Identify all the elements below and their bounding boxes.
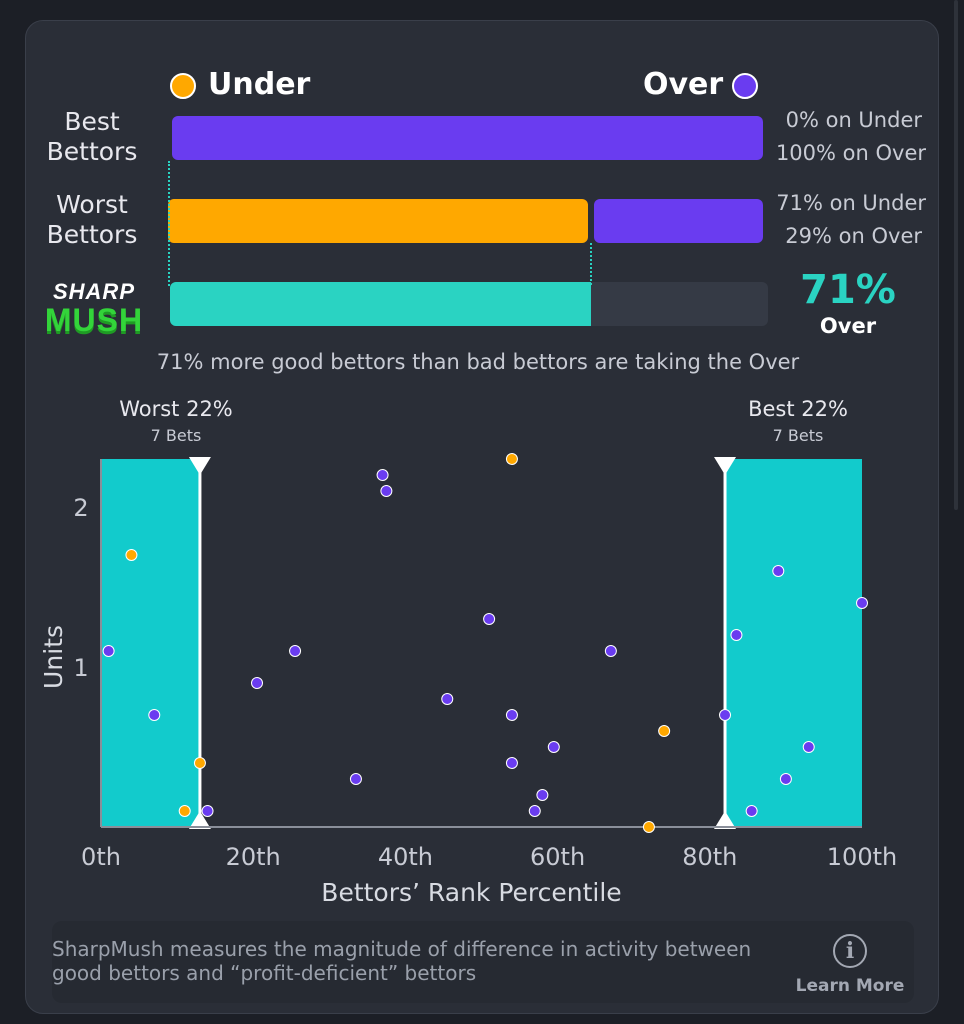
guide-line-right [590,243,592,285]
zones-layer [101,457,862,829]
sharpmush-logo: SHARP MUSH [34,279,154,338]
over-point [528,805,541,817]
guide-line-left [168,161,170,286]
y-tick-label: 1 [73,654,88,682]
sharpmush-percent: 71% [800,267,896,313]
over-point [547,741,560,753]
x-tick-label: 40th [378,843,433,871]
worst-bettors-over-bar [594,199,763,243]
best-zone-title: Best 22% [748,397,848,421]
x-axis-label: Bettors’ Rank Percentile [321,878,621,907]
worst-zone-title: Worst 22% [119,397,233,421]
under-legend-dot [170,73,196,99]
over-point [349,773,362,785]
points-layer [102,453,868,833]
under-point [193,757,206,769]
sharpmush-caption: 71% more good bettors than bad bettors a… [156,350,800,374]
scatter-chart: 0th 20th 40th 60th 80th 100th 1 2 Bettors’ Rank … [39,453,897,907]
over-point [536,789,549,801]
over-point [505,709,518,721]
worst-under-text: 71% on Under [776,191,926,215]
over-point [505,757,518,769]
zone-handle-top-1 [714,457,737,475]
axes-layer: 0th 20th 40th 60th 80th 100th 1 2 Bettors’ Rank … [39,459,897,907]
over-point [483,613,496,625]
over-legend-label: Over [643,67,724,102]
footer-description: SharpMush measures the magnitude of diff… [52,937,752,985]
worst-over-text: 29% on Over [785,224,922,248]
over-point [148,709,161,721]
over-point [779,773,792,785]
best-under-text: 0% on Under [785,108,922,132]
sharpmush-side: Over [819,314,877,338]
under-point [658,725,671,737]
info-icon[interactable]: i [833,934,867,968]
sharpmush-bar-fill [170,282,591,326]
best-bettors-label-line2: Bettors [46,137,138,166]
worst-bettors-label-line1: Worst [56,190,128,219]
over-point [251,677,264,689]
scrollbar[interactable] [954,0,958,510]
over-point [604,645,617,657]
zone-handle-bottom-0 [188,811,211,829]
best-bettors-label: Best Bettors [26,107,158,167]
worst-bettors-label-line2: Bettors [46,220,138,249]
footer-box: SharpMush measures the magnitude of diff… [52,921,914,1003]
over-point [730,629,743,641]
over-legend-dot [732,73,758,99]
under-point [642,821,655,833]
sharpmush-logo-top: SHARP [52,279,135,304]
worst-bettors-under-bar [168,199,588,243]
over-point [289,645,302,657]
zone-rect-0 [101,459,200,827]
zone-rect-1 [725,459,862,827]
y-tick-label: 2 [73,494,88,522]
over-point [772,565,785,577]
over-point [719,709,732,721]
x-tick-label: 0th [81,843,121,871]
zone-handle-bottom-1 [714,811,737,829]
worst-zone-sub: 7 Bets [150,426,202,445]
sharpmush-card: Under Over Best Bettors Worst Bettors 0%… [25,20,939,1014]
under-point [178,805,191,817]
zone-handle-top-0 [188,457,211,475]
worst-bettors-label: Worst Bettors [26,190,158,250]
best-bettors-over-bar [172,116,763,160]
best-over-text: 100% on Over [775,141,926,165]
under-point [125,549,138,561]
over-point [441,693,454,705]
learn-more-link[interactable]: Learn More [795,976,905,996]
over-point [856,597,868,609]
over-point [745,805,758,817]
y-axis-label: Units [39,625,68,689]
x-tick-label: 80th [682,843,737,871]
best-bettors-label-line1: Best [64,107,120,136]
sharpmush-logo-bottom: MUSH [44,302,144,338]
over-point [201,805,214,817]
best-zone-sub: 7 Bets [772,426,824,445]
over-point [376,469,389,481]
over-point [102,645,115,657]
under-legend-label: Under [208,67,311,102]
under-point [505,453,518,465]
over-point [802,741,815,753]
x-tick-label: 100th [827,843,897,871]
x-tick-label: 60th [530,843,585,871]
x-tick-label: 20th [226,843,281,871]
over-point [380,485,393,497]
